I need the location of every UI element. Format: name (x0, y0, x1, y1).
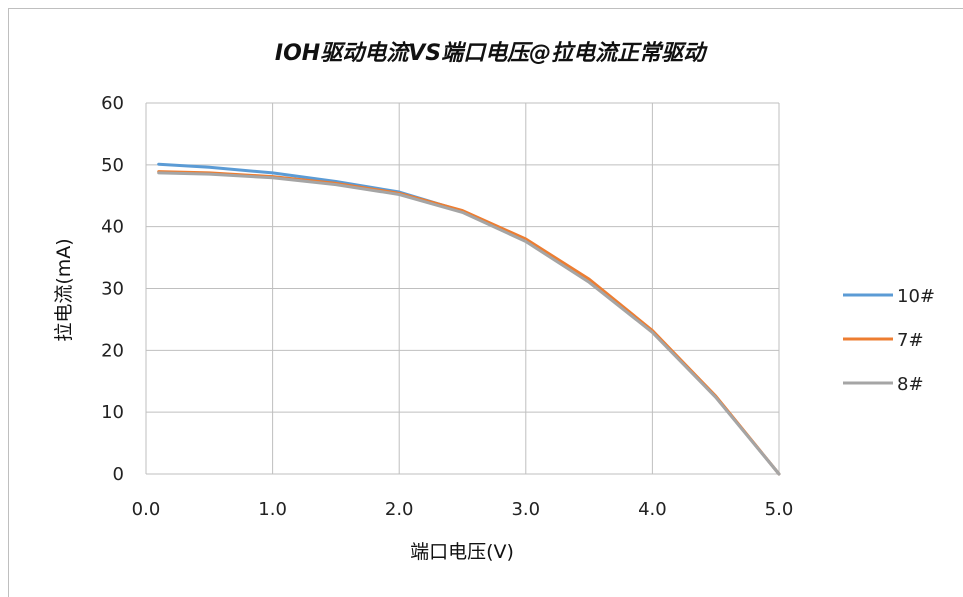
x-tick-label: 0.0 (132, 499, 161, 520)
y-axis-title: 拉电流(mA) (53, 238, 75, 341)
series-line-3 (157, 171, 781, 476)
y-tick-label: 30 (101, 279, 124, 300)
y-tick-label: 50 (101, 155, 124, 176)
y-tick-label: 40 (101, 217, 124, 238)
legend-label: 10# (897, 286, 935, 307)
x-tick-label: 4.0 (638, 499, 667, 520)
legend-label: 7# (897, 330, 924, 351)
x-tick-label: 2.0 (385, 499, 414, 520)
legend: 10# 7# 8# (843, 286, 935, 395)
legend-label: 8# (897, 374, 924, 395)
y-tick-label: 20 (101, 340, 124, 361)
series-lines (157, 162, 781, 476)
series-line-1 (157, 162, 781, 476)
y-axis-ticks: 0 10 20 30 40 50 60 (101, 93, 124, 485)
chart-title: IOH驱动电流VS端口电压@拉电流正常驱动 (275, 40, 708, 66)
grid-lines (145, 102, 780, 475)
x-axis-title: 端口电压(V) (410, 541, 514, 563)
x-tick-label: 3.0 (511, 499, 540, 520)
y-tick-label: 10 (101, 402, 124, 423)
x-tick-label: 1.0 (258, 499, 287, 520)
x-tick-label: 5.0 (765, 499, 794, 520)
y-tick-label: 0 (113, 464, 124, 485)
chart-frame (8, 8, 963, 597)
x-axis-ticks: 0.0 1.0 2.0 3.0 4.0 5.0 (132, 499, 794, 520)
y-tick-label: 60 (101, 93, 124, 114)
